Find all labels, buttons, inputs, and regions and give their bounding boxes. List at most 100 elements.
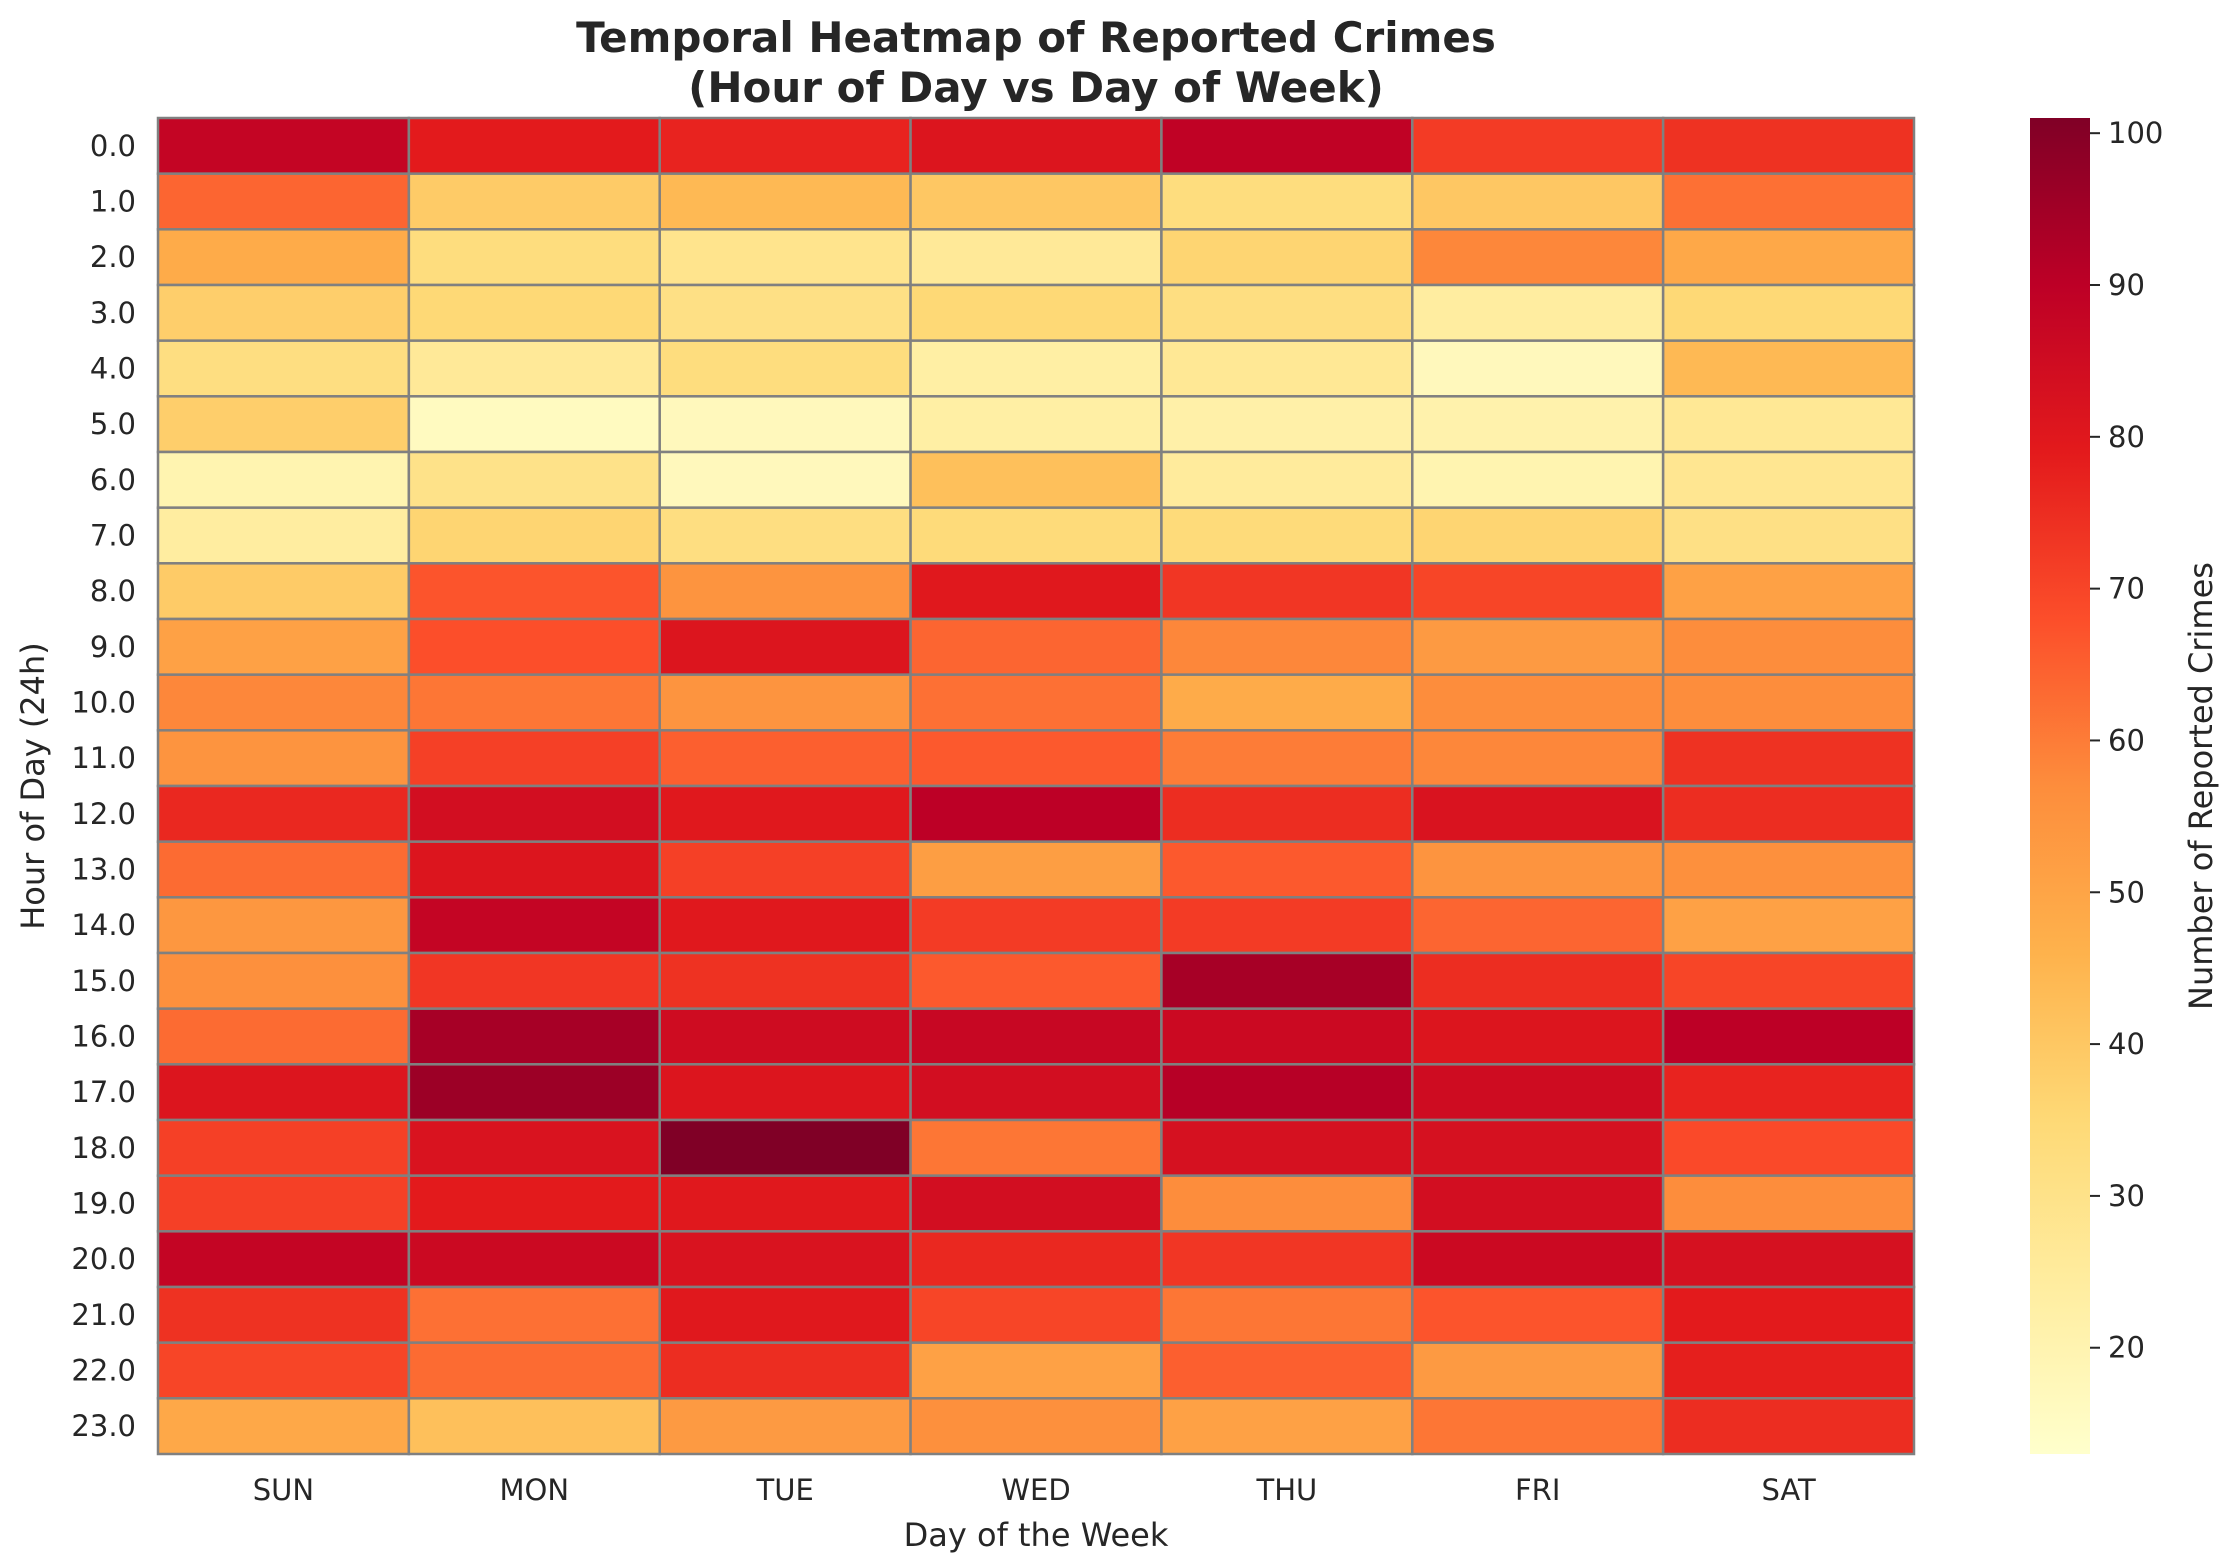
heatmap-cell-23.0-THU (1160, 1397, 1414, 1456)
heatmap-cell-13.0-FRI (1411, 840, 1665, 899)
heatmap-cell-14.0-FRI (1411, 896, 1665, 955)
chart-title-line-1: Temporal Heatmap of Reported Crimes (576, 13, 1496, 62)
heatmap-cell-0.0-SUN (156, 116, 411, 175)
heatmap-cell-10.0-SUN (156, 673, 411, 732)
heatmap-cell-12.0-TUE (658, 784, 912, 843)
heatmap-cell-20.0-SAT (1661, 1230, 1916, 1289)
heatmap-cell-16.0-SUN (156, 1007, 411, 1066)
x-axis-label: Day of the Week (904, 1516, 1169, 1554)
y-tick-18.0: 18.0 (71, 1131, 136, 1165)
heatmap-cell-4.0-SUN (156, 339, 411, 398)
heatmap-cell-16.0-MON (407, 1007, 661, 1066)
heatmap-cell-19.0-TUE (658, 1174, 912, 1233)
heatmap-cell-17.0-THU (1160, 1063, 1414, 1122)
heatmap-cell-21.0-TUE (658, 1285, 912, 1344)
heatmap-cell-19.0-MON (407, 1174, 661, 1233)
heatmap-cell-8.0-FRI (1411, 562, 1665, 621)
heatmap-cell-4.0-WED (909, 339, 1163, 398)
heatmap-cell-9.0-SUN (156, 617, 411, 676)
heatmap-cell-2.0-SAT (1661, 228, 1916, 287)
heatmap-cell-8.0-THU (1160, 562, 1414, 621)
heatmap-cell-0.0-SAT (1661, 116, 1916, 175)
heatmap-cell-22.0-SAT (1661, 1341, 1916, 1400)
heatmap-cell-14.0-THU (1160, 896, 1414, 955)
heatmap-cell-18.0-SAT (1661, 1118, 1916, 1177)
heatmap-cell-7.0-SAT (1661, 506, 1916, 565)
colorbar-label: Number of Reported Crimes (2182, 562, 2220, 1010)
heatmap-cell-1.0-WED (909, 172, 1163, 231)
colorbar-gradient (2030, 118, 2090, 1454)
heatmap-cell-5.0-FRI (1411, 395, 1665, 454)
heatmap-cell-3.0-SAT (1661, 283, 1916, 342)
heatmap-cell-19.0-SUN (156, 1174, 411, 1233)
heatmap-cell-9.0-MON (407, 617, 661, 676)
heatmap-cell-21.0-WED (909, 1285, 1163, 1344)
heatmap-cell-14.0-SAT (1661, 896, 1916, 955)
heatmap-cell-19.0-FRI (1411, 1174, 1665, 1233)
heatmap-cell-20.0-TUE (658, 1230, 912, 1289)
heatmap-cell-8.0-TUE (658, 562, 912, 621)
heatmap-cell-20.0-FRI (1411, 1230, 1665, 1289)
y-tick-4.0: 4.0 (90, 352, 136, 386)
heatmap-cells (156, 116, 1916, 1456)
y-tick-16.0: 16.0 (71, 1020, 136, 1054)
heatmap-cell-2.0-SUN (156, 228, 411, 287)
heatmap-cell-19.0-WED (909, 1174, 1163, 1233)
heatmap-cell-13.0-WED (909, 840, 1163, 899)
heatmap-cell-3.0-SUN (156, 283, 411, 342)
heatmap-cell-0.0-FRI (1411, 116, 1665, 175)
y-tick-0.0: 0.0 (90, 129, 136, 163)
y-tick-17.0: 17.0 (71, 1075, 136, 1109)
colorbar-tick-label-40: 40 (2108, 1027, 2145, 1061)
heatmap-cell-23.0-FRI (1411, 1397, 1665, 1456)
heatmap-cell-12.0-THU (1160, 784, 1414, 843)
heatmap-cell-8.0-MON (407, 562, 661, 621)
heatmap-cell-3.0-MON (407, 283, 661, 342)
heatmap-cell-14.0-SUN (156, 896, 411, 955)
heatmap-cell-17.0-FRI (1411, 1063, 1665, 1122)
heatmap-cell-3.0-WED (909, 283, 1163, 342)
x-tick-sun: SUN (253, 1473, 314, 1507)
heatmap-cell-22.0-THU (1160, 1341, 1414, 1400)
heatmap-cell-15.0-SUN (156, 951, 411, 1010)
colorbar-tick-label-60: 60 (2108, 723, 2145, 757)
heatmap-cell-17.0-MON (407, 1063, 661, 1122)
heatmap-cell-6.0-THU (1160, 450, 1414, 509)
heatmap-cell-16.0-TUE (658, 1007, 912, 1066)
heatmap-cell-11.0-SAT (1661, 729, 1916, 788)
y-tick-1.0: 1.0 (90, 185, 136, 219)
heatmap-cell-15.0-WED (909, 951, 1163, 1010)
heatmap-cell-2.0-TUE (658, 228, 912, 287)
heatmap-cell-9.0-THU (1160, 617, 1414, 676)
y-tick-11.0: 11.0 (71, 741, 136, 775)
heatmap-cell-21.0-SUN (156, 1285, 411, 1344)
x-tick-thu: THU (1255, 1473, 1317, 1507)
heatmap-cell-7.0-TUE (658, 506, 912, 565)
colorbar-tick-label-90: 90 (2108, 268, 2145, 302)
x-tick-mon: MON (500, 1473, 570, 1507)
heatmap-cell-6.0-FRI (1411, 450, 1665, 509)
heatmap-cell-5.0-TUE (658, 395, 912, 454)
heatmap-cell-16.0-SAT (1661, 1007, 1916, 1066)
heatmap-cell-10.0-WED (909, 673, 1163, 732)
colorbar-tick-label-30: 30 (2108, 1179, 2145, 1213)
x-tick-fri: FRI (1515, 1473, 1560, 1507)
y-tick-13.0: 13.0 (71, 853, 136, 887)
heatmap-cell-14.0-TUE (658, 896, 912, 955)
heatmap-cell-11.0-SUN (156, 729, 411, 788)
heatmap-cell-0.0-TUE (658, 116, 912, 175)
colorbar-tick-label-50: 50 (2108, 875, 2145, 909)
heatmap-cell-9.0-TUE (658, 617, 912, 676)
colorbar-tick-label-100: 100 (2108, 116, 2163, 150)
heatmap-cell-21.0-SAT (1661, 1285, 1916, 1344)
heatmap-cell-8.0-SUN (156, 562, 411, 621)
colorbar: 20 30 40 50 60 70 80 90 100 Number of Reported C… (2030, 116, 2220, 1454)
heatmap-cell-15.0-THU (1160, 951, 1414, 1010)
heatmap-cell-1.0-THU (1160, 172, 1414, 231)
heatmap-cell-5.0-MON (407, 395, 661, 454)
heatmap-cell-4.0-FRI (1411, 339, 1665, 398)
heatmap-cell-11.0-MON (407, 729, 661, 788)
heatmap-cell-9.0-WED (909, 617, 1163, 676)
heatmap-cell-13.0-SAT (1661, 840, 1916, 899)
